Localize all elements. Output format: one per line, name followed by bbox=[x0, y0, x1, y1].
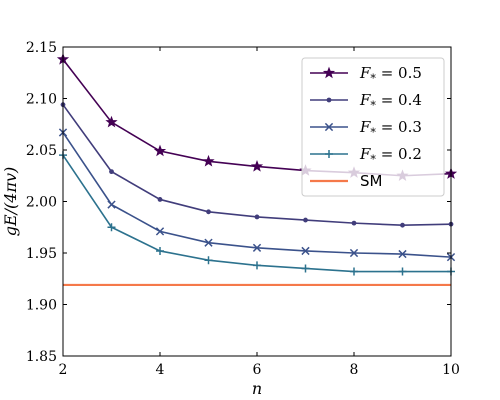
x-tick-label: 10 bbox=[442, 362, 460, 378]
legend: F* = 0.5F* = 0.4F* = 0.3F* = 0.2SM bbox=[301, 57, 445, 197]
y-tick-label: 1.85 bbox=[26, 349, 57, 365]
y-tick-label: 1.95 bbox=[26, 246, 57, 262]
legend-label-rest: = 0.5 bbox=[376, 64, 422, 82]
legend-item: F* = 0.3 bbox=[310, 118, 422, 139]
y-tick-label: 2.15 bbox=[26, 40, 57, 56]
data-point bbox=[202, 154, 215, 167]
legend-label-var: F bbox=[359, 118, 371, 136]
legend-item: F* = 0.4 bbox=[310, 91, 422, 112]
legend-label-rest: = 0.4 bbox=[376, 91, 422, 109]
legend-label-rest: = 0.2 bbox=[376, 145, 422, 163]
data-point bbox=[107, 200, 116, 209]
y-tick-label: 2.05 bbox=[26, 143, 57, 159]
data-point bbox=[400, 222, 405, 228]
y-tick-label: 2.10 bbox=[26, 92, 57, 108]
plot-frame bbox=[62, 46, 452, 357]
data-point bbox=[325, 150, 333, 158]
data-point bbox=[301, 246, 310, 256]
legend-label-var: F bbox=[359, 145, 371, 163]
data-point bbox=[204, 238, 213, 247]
data-point bbox=[204, 256, 213, 265]
legend-label-rest: = 0.3 bbox=[376, 118, 422, 136]
data-point bbox=[324, 122, 334, 132]
y-axis-ticks: 1.85 1.90 1.95 2.00 2.05 2.10 2.15 bbox=[26, 40, 451, 365]
x-axis-ticks: 2 4 6 8 10 bbox=[59, 47, 460, 378]
legend-item: F* = 0.5 bbox=[310, 64, 422, 85]
legend-label: SM bbox=[360, 172, 382, 190]
data-point bbox=[351, 220, 357, 226]
legend-label: F* = 0.5 bbox=[359, 64, 422, 85]
data-point bbox=[153, 144, 167, 157]
data-point bbox=[156, 246, 164, 255]
data-point bbox=[254, 214, 260, 220]
legend-label: F* = 0.3 bbox=[359, 118, 422, 139]
x-tick-label: 6 bbox=[253, 362, 262, 378]
data-point bbox=[301, 264, 310, 273]
data-point bbox=[349, 248, 359, 258]
legend-label-sub: * bbox=[370, 72, 376, 85]
x-tick-label: 2 bbox=[59, 362, 68, 378]
data-point bbox=[398, 267, 407, 276]
data-point bbox=[105, 115, 118, 128]
legend-label-sub: * bbox=[370, 153, 376, 166]
data-point bbox=[109, 169, 114, 175]
data-point bbox=[252, 243, 262, 252]
legend-box bbox=[301, 57, 445, 197]
y-tick-label: 2.00 bbox=[26, 195, 57, 211]
data-point bbox=[322, 66, 336, 79]
series-group bbox=[60, 102, 454, 228]
data-point bbox=[350, 267, 358, 276]
data-point bbox=[398, 249, 407, 259]
data-point bbox=[253, 261, 261, 270]
legend-label-sub: * bbox=[370, 99, 376, 112]
x-tick-label: 4 bbox=[156, 362, 165, 378]
data-point bbox=[206, 209, 211, 215]
x-axis-label: n bbox=[252, 379, 262, 398]
x-tick-label: 8 bbox=[350, 362, 359, 378]
legend-label-var: F bbox=[359, 91, 371, 109]
y-axis-label: gE/(4πv) bbox=[1, 167, 20, 237]
legend-label-sub: * bbox=[370, 126, 376, 139]
legend-label-var: F bbox=[359, 64, 371, 82]
legend-label: F* = 0.2 bbox=[359, 145, 422, 166]
data-point bbox=[326, 97, 332, 103]
data-point bbox=[107, 223, 116, 232]
data-point bbox=[303, 217, 308, 223]
data-point bbox=[155, 227, 165, 236]
data-point bbox=[157, 197, 163, 202]
legend-item: F* = 0.2 bbox=[310, 145, 422, 166]
legend-item: SM bbox=[310, 172, 382, 190]
data-point bbox=[250, 160, 264, 172]
y-tick-label: 1.90 bbox=[26, 298, 57, 314]
legend-label: F* = 0.4 bbox=[359, 91, 422, 112]
